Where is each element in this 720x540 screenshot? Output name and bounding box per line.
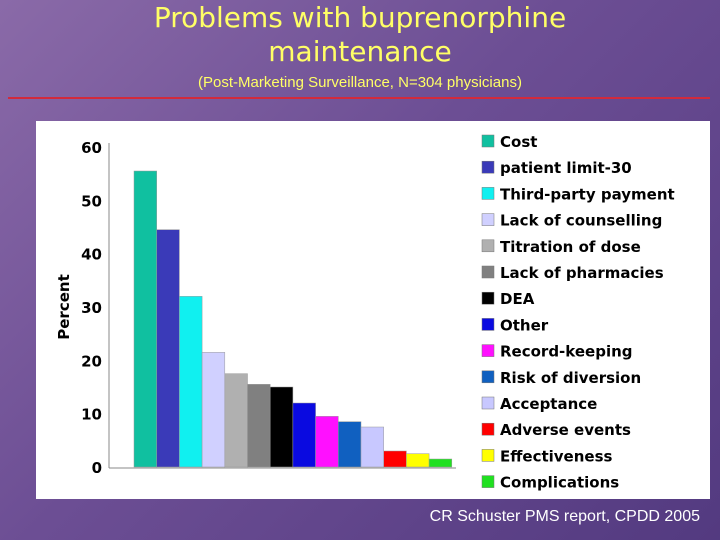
- slide-title-line1: Problems with buprenorphine: [153, 1, 567, 34]
- legend-swatch: [481, 213, 495, 226]
- legend-label: DEA: [500, 290, 535, 308]
- legend-swatch: [481, 318, 495, 331]
- bar: [360, 426, 384, 468]
- legend-label: patient limit-30: [500, 159, 632, 177]
- legend-label: Titration of dose: [500, 238, 641, 256]
- legend-swatch: [481, 396, 495, 410]
- y-axis-label: Percent: [55, 274, 73, 339]
- bar: [383, 450, 407, 468]
- y-tick-label: 0: [92, 459, 102, 477]
- chart-panel: 0 10 20 30 40 50 60 Percent Cost patient limit-30…: [36, 121, 710, 499]
- y-tick-label: 50: [81, 192, 102, 210]
- legend-label: Effectiveness: [500, 447, 613, 465]
- bar: [156, 229, 180, 468]
- y-tick-label: 10: [81, 406, 102, 424]
- legend-swatch: [481, 370, 495, 384]
- bar: [133, 170, 157, 468]
- legend-swatch: [481, 344, 495, 357]
- legend-swatch: [481, 239, 495, 253]
- legend-swatch: [481, 475, 495, 488]
- legend-label: Lack of pharmacies: [500, 264, 664, 282]
- title-divider: [8, 97, 710, 99]
- legend-label: Acceptance: [500, 395, 597, 413]
- legend-label: Third-party payment: [500, 185, 675, 203]
- legend-label: Lack of counselling: [500, 212, 662, 230]
- slide-subtitle: (Post-Marketing Surveillance, N=304 phys…: [198, 74, 522, 91]
- legend-label: Cost: [500, 133, 537, 151]
- bar: [224, 373, 248, 468]
- bar: [201, 352, 226, 468]
- legend-label: Risk of diversion: [500, 369, 641, 387]
- y-tick-label: 40: [81, 246, 102, 264]
- legend-swatch: [481, 160, 495, 174]
- slide-title: Problems with buprenorphine maintenance: [0, 1, 720, 69]
- bar: [428, 458, 453, 468]
- legend-swatch: [481, 265, 495, 279]
- source-citation: CR Schuster PMS report, CPDD 2005: [429, 508, 700, 525]
- bar: [247, 384, 271, 468]
- bar: [269, 386, 294, 468]
- slide-title-line2: maintenance: [268, 35, 452, 68]
- legend-swatch: [481, 291, 495, 305]
- bar: [338, 421, 362, 468]
- legend-label: Adverse events: [500, 421, 631, 439]
- legend-label: Other: [500, 316, 549, 334]
- legend-swatch: [481, 187, 495, 200]
- legend-swatch: [481, 422, 495, 436]
- legend-label: Record-keeping: [500, 343, 633, 361]
- bar: [406, 453, 430, 468]
- bar-chart: 0 10 20 30 40 50 60 Percent Cost patient limit-30…: [55, 133, 675, 492]
- y-tick-label: 20: [81, 352, 102, 370]
- y-tick-label: 60: [81, 139, 102, 157]
- legend-swatch: [481, 449, 495, 462]
- bar: [292, 402, 316, 468]
- bar: [315, 416, 339, 468]
- legend-swatch: [481, 134, 495, 148]
- legend-label: Complications: [500, 474, 619, 492]
- bar: [179, 296, 203, 468]
- y-tick-label: 30: [81, 299, 102, 317]
